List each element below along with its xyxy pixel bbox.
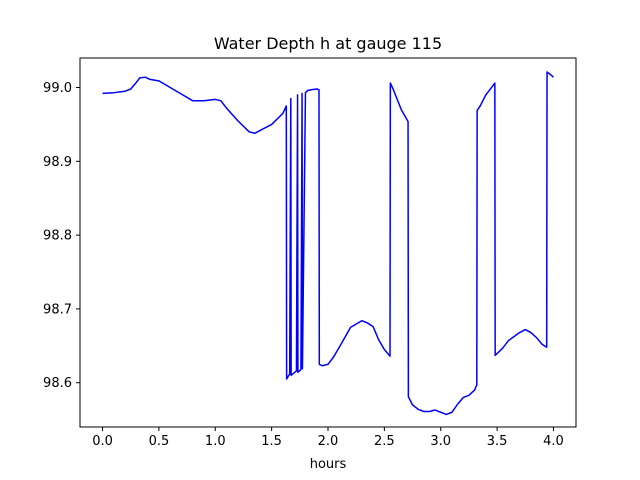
y-tick-label: 98.9 — [43, 155, 72, 170]
x-tick-label: 2.0 — [318, 434, 339, 449]
y-tick-label: 98.7 — [43, 302, 72, 317]
x-axis-label: hours — [310, 457, 347, 472]
series-line-1 — [102, 71, 554, 416]
y-tick-label: 98.6 — [43, 376, 72, 391]
plot-area — [79, 57, 577, 428]
y-axis: 98.6 98.7 98.8 98.9 99.0 — [43, 81, 80, 391]
y-tick-label: 98.8 — [43, 229, 72, 244]
x-tick-label: 3.5 — [487, 434, 508, 449]
x-tick-label: 2.5 — [374, 434, 395, 449]
y-tick-label: 99.0 — [43, 81, 72, 96]
plot-frame — [79, 57, 577, 428]
x-tick-label: 1.5 — [261, 434, 282, 449]
x-axis: 0.0 0.5 1.0 1.5 2.0 2.5 3.0 3.5 4.0 — [92, 427, 564, 449]
x-tick-label: 4.0 — [543, 434, 564, 449]
chart-title: Water Depth h at gauge 115 — [214, 34, 442, 53]
x-tick-label: 1.0 — [205, 434, 226, 449]
x-tick-label: 0.0 — [92, 434, 113, 449]
x-tick-label: 0.5 — [149, 434, 170, 449]
x-tick-label: 3.0 — [430, 434, 451, 449]
